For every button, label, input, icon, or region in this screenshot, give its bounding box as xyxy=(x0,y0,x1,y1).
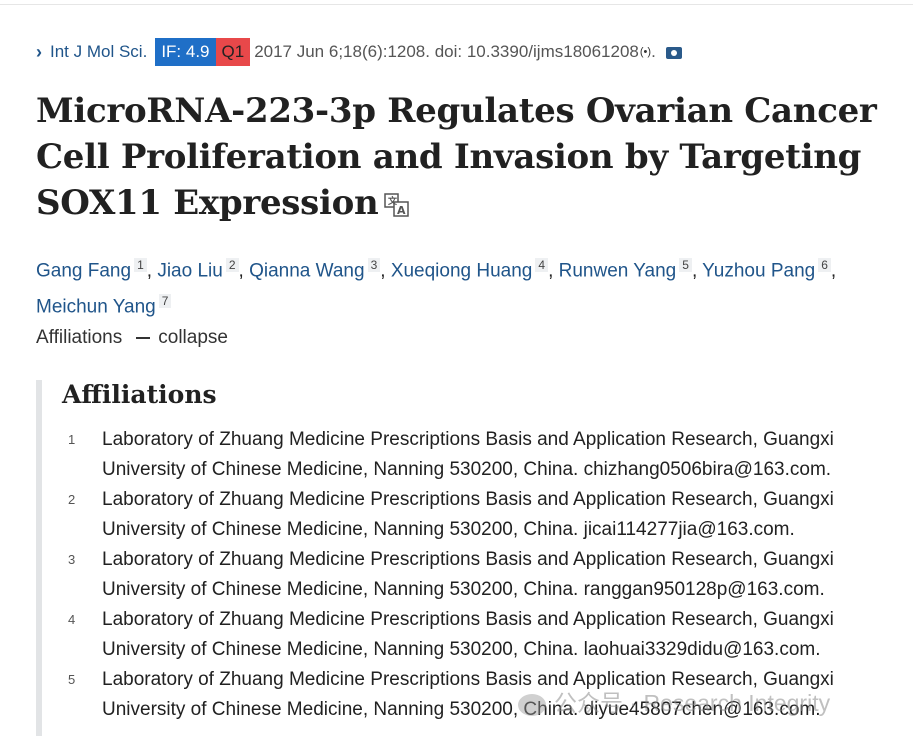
affiliations-list: 1 Laboratory of Zhuang Medicine Prescrip… xyxy=(62,425,862,725)
affiliation-number: 1 xyxy=(68,432,76,447)
affiliation-ref[interactable]: 3 xyxy=(367,258,381,272)
affiliation-item: 2 Laboratory of Zhuang Medicine Prescrip… xyxy=(62,485,862,545)
affiliations-panel: Affiliations 1 Laboratory of Zhuang Medi… xyxy=(36,380,913,736)
affiliation-ref[interactable]: 5 xyxy=(679,258,692,272)
author-link[interactable]: Runwen Yang xyxy=(558,260,677,282)
translate-icon[interactable]: 文 A xyxy=(384,192,410,218)
affiliation-ref[interactable]: 6 xyxy=(818,258,831,272)
separator: , xyxy=(238,260,250,282)
affiliation-ref[interactable]: 7 xyxy=(158,294,172,309)
affiliation-number: 5 xyxy=(68,672,76,687)
citation-period: . xyxy=(651,42,656,61)
wechat-icon xyxy=(518,693,546,716)
separator: , xyxy=(691,260,703,282)
separator: , xyxy=(146,260,158,282)
journal-link[interactable]: Int J Mol Sci. xyxy=(50,42,148,61)
separator: , xyxy=(830,260,837,282)
camera-icon[interactable] xyxy=(665,47,682,59)
affiliations-toggle[interactable]: Affiliations collapse xyxy=(36,327,228,349)
affiliations-toggle-label: Affiliations xyxy=(36,327,123,348)
article-title: MicroRNA-223-3p Regulates Ovarian Cancer… xyxy=(36,88,896,226)
author-link[interactable]: Yuzhou Pang xyxy=(702,260,816,282)
affiliation-number: 3 xyxy=(68,552,76,567)
svg-text:文: 文 xyxy=(387,195,398,207)
doi-link-icon[interactable]: (•) xyxy=(639,46,652,58)
watermark-text: 公众号 · Research Integrity xyxy=(554,690,831,716)
citation-line: › Int J Mol Sci. IF: 4.9 Q1 2017 Jun 6;1… xyxy=(36,38,682,66)
affiliation-item: 1 Laboratory of Zhuang Medicine Prescrip… xyxy=(62,425,862,485)
affiliation-item: 5 Laboratory of Zhuang Medicine Prescrip… xyxy=(62,665,862,725)
svg-text:A: A xyxy=(397,204,406,217)
separator: , xyxy=(380,260,391,282)
watermark: 公众号 · Research Integrity xyxy=(518,684,830,718)
author-link[interactable]: Meichun Yang xyxy=(36,296,156,318)
separator: , xyxy=(548,260,559,282)
top-divider xyxy=(0,4,913,5)
minus-icon xyxy=(136,336,151,339)
author-link[interactable]: Jiao Liu xyxy=(157,260,223,282)
affiliation-ref[interactable]: 1 xyxy=(134,258,147,272)
author-link[interactable]: Xueqiong Huang xyxy=(390,260,533,282)
affiliation-item: 4 Laboratory of Zhuang Medicine Prescrip… xyxy=(62,605,862,665)
affiliation-ref[interactable]: 2 xyxy=(225,258,239,272)
author-link[interactable]: Gang Fang xyxy=(36,260,132,282)
affiliation-ref[interactable]: 4 xyxy=(535,258,549,272)
quartile-badge: Q1 xyxy=(215,38,251,66)
affiliation-number: 4 xyxy=(68,612,76,627)
affiliations-heading: Affiliations xyxy=(62,380,217,409)
chevron-right-icon[interactable]: › xyxy=(36,41,42,62)
affiliation-text: Laboratory of Zhuang Medicine Prescripti… xyxy=(102,549,834,600)
affiliation-text: Laboratory of Zhuang Medicine Prescripti… xyxy=(102,609,834,660)
author-link[interactable]: Qianna Wang xyxy=(249,260,365,282)
citation-details: 2017 Jun 6;18(6):1208. doi: 10.3390/ijms… xyxy=(254,42,639,61)
affiliation-number: 2 xyxy=(68,492,76,507)
affiliation-text: Laboratory of Zhuang Medicine Prescripti… xyxy=(102,669,834,720)
author-list: Gang Fang 1, Jiao Liu 2, Qianna Wang 3, Xue… xyxy=(36,250,886,323)
affiliation-item: 3 Laboratory of Zhuang Medicine Prescrip… xyxy=(62,545,862,605)
article-title-text: MicroRNA-223-3p Regulates Ovarian Cancer… xyxy=(36,91,877,223)
affiliation-text: Laboratory of Zhuang Medicine Prescripti… xyxy=(102,429,834,480)
collapse-link[interactable]: collapse xyxy=(158,327,228,348)
affiliation-text: Laboratory of Zhuang Medicine Prescripti… xyxy=(102,489,834,540)
impact-factor-badge: IF: 4.9 xyxy=(155,38,216,66)
